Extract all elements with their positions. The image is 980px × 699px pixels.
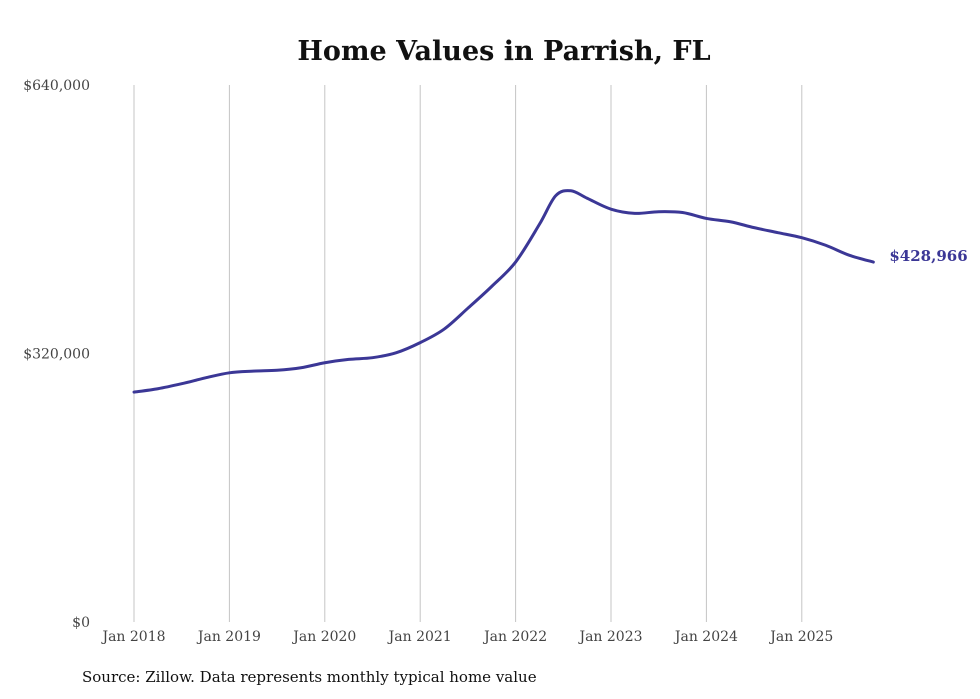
- end-value-label: $428,966: [889, 247, 967, 265]
- x-tick-label: Jan 2022: [482, 629, 547, 645]
- chart-title: Home Values in Parrish, FL: [297, 36, 710, 67]
- x-tick-label: Jan 2024: [673, 629, 738, 645]
- x-tick-label: Jan 2025: [768, 629, 833, 645]
- x-tick-label: Jan 2021: [387, 629, 452, 645]
- y-tick-label: $640,000: [23, 78, 90, 94]
- source-note: Source: Zillow. Data represents monthly …: [82, 668, 537, 686]
- x-tick-label: Jan 2018: [100, 629, 165, 645]
- x-tick-label: Jan 2019: [196, 629, 261, 645]
- series-line: [132, 189, 875, 394]
- x-tick-label: Jan 2023: [577, 629, 642, 645]
- y-tick-label: $0: [72, 615, 90, 631]
- y-tick-label: $320,000: [23, 347, 90, 363]
- x-tick-label: Jan 2020: [291, 629, 356, 645]
